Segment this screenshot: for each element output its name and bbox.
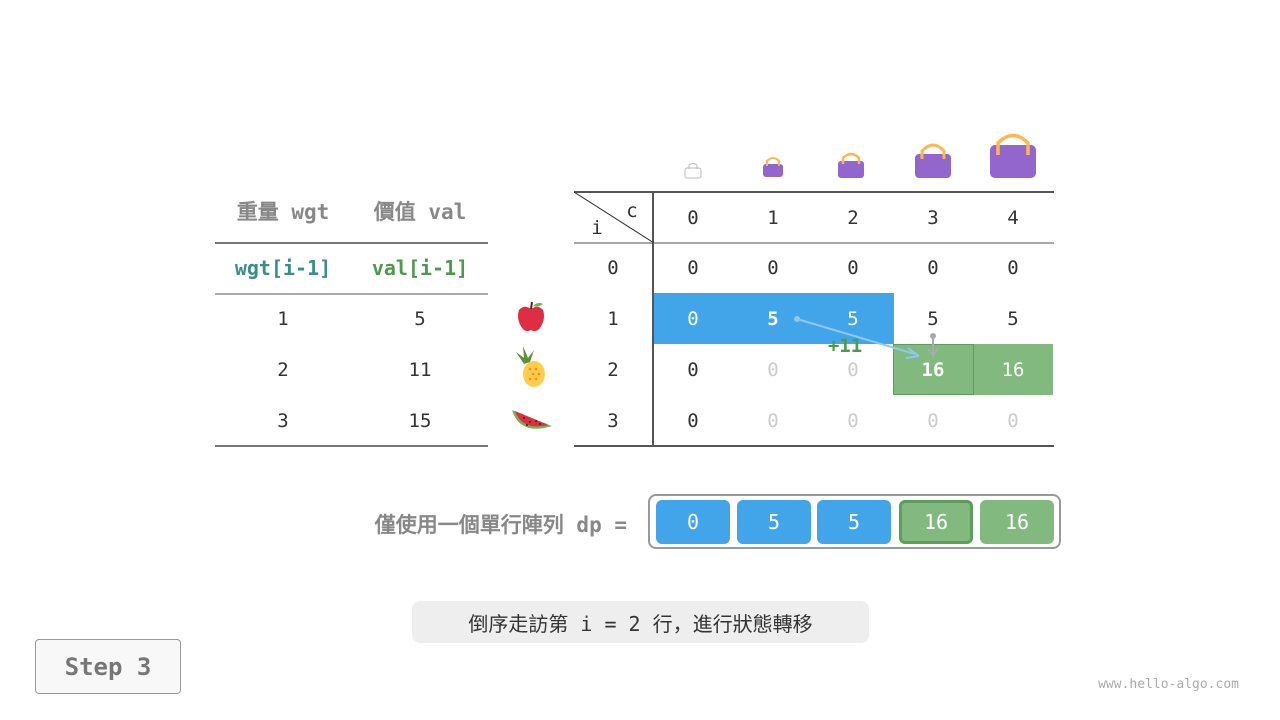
dp-table-cell: 0: [767, 359, 779, 381]
divider: [574, 242, 1054, 244]
divider: [215, 242, 488, 244]
dp-table-cell: 0: [927, 257, 939, 279]
val-cell: 15: [408, 410, 432, 432]
dp-table-cell: 0: [927, 410, 939, 432]
dp-table-cell: 5: [847, 308, 859, 330]
dp-cell: 5: [737, 500, 811, 544]
dp-table-cell: 0: [767, 410, 779, 432]
dp-table-cell: 0: [847, 410, 859, 432]
dp-table-cell: 16: [1001, 359, 1025, 381]
apple-icon: [518, 301, 544, 332]
col-header: 2: [847, 207, 859, 229]
plus-value-annotation: +11: [827, 335, 863, 357]
dp-table-cell: 0: [687, 257, 699, 279]
divider: [574, 445, 1054, 447]
diagonal-arrow: [796, 318, 916, 355]
col-header: 3: [927, 207, 939, 229]
bag-capacity-4-icon: [990, 133, 1036, 178]
divider: [215, 293, 488, 295]
dp-table-cell: 0: [847, 359, 859, 381]
corner-i: i: [591, 217, 603, 239]
val-cell: 11: [408, 359, 432, 381]
divider: [652, 192, 654, 446]
subheader-val: val[i-1]: [371, 256, 469, 280]
dp-table-cell: 0: [687, 359, 699, 381]
col-header: 0: [687, 207, 699, 229]
caption: 倒序走訪第 i = 2 行，進行狀態轉移: [412, 601, 869, 643]
dp-cell: 5: [817, 500, 891, 544]
bag-capacity-0-icon: [684, 163, 702, 179]
corner-diagonal: [574, 192, 654, 244]
header-weight: 重量 wgt: [236, 200, 330, 224]
dp-table-cell: 5: [1007, 308, 1019, 330]
watermark: www.hello-algo.com: [1098, 677, 1239, 692]
dp-table-cell: 0: [687, 410, 699, 432]
dp-array: [648, 494, 1061, 549]
col-header: 4: [1007, 207, 1019, 229]
dp-array-label: 僅使用一個單行陣列 dp =: [374, 513, 627, 537]
divider: [215, 445, 488, 447]
row-header: 2: [607, 359, 619, 381]
divider: [574, 191, 1054, 193]
dp-table-cell: 0: [847, 257, 859, 279]
header-value: 價值 val: [373, 200, 467, 224]
bag-capacity-2-icon: [838, 152, 864, 178]
wgt-cell: 3: [277, 410, 289, 432]
wgt-cell: 2: [277, 359, 289, 381]
val-cell: 5: [414, 308, 426, 330]
dp-table-cell: 0: [1007, 410, 1019, 432]
dp-table-cell: 16: [921, 359, 945, 381]
col-header: 1: [767, 207, 779, 229]
dp-table-cell: 0: [687, 308, 699, 330]
step-button[interactable]: Step 3: [35, 639, 181, 694]
row-header: 1: [607, 308, 619, 330]
row-header: 0: [607, 257, 619, 279]
dp-table-cell: 5: [927, 308, 939, 330]
bag-capacity-1-icon: [763, 157, 783, 177]
pineapple-icon: [516, 346, 545, 387]
row-header: 3: [607, 410, 619, 432]
dp-table-cell: 5: [767, 308, 779, 330]
subheader-wgt: wgt[i-1]: [234, 256, 332, 280]
wgt-cell: 1: [277, 308, 289, 330]
dp-cell: 16: [980, 500, 1054, 544]
watermelon-icon: [512, 410, 552, 429]
corner-c: c: [626, 200, 638, 222]
dp-cell-current: 16: [899, 500, 973, 544]
dp-table-cell: 0: [767, 257, 779, 279]
dp-cell: 0: [656, 500, 730, 544]
dp-table-cell: 0: [1007, 257, 1019, 279]
bag-capacity-3-icon: [915, 143, 951, 178]
